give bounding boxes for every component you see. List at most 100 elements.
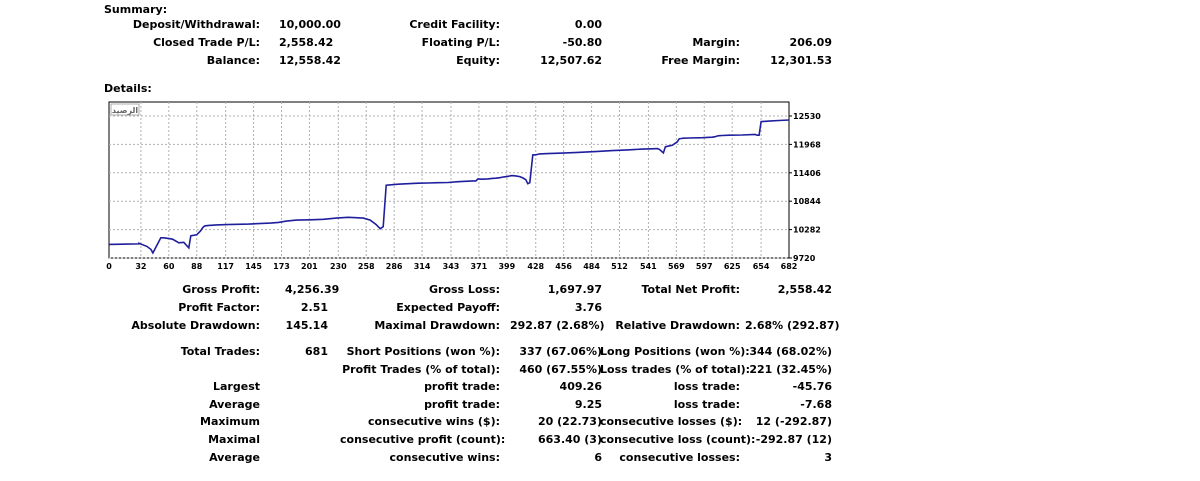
x-tick-label: 173 <box>273 262 290 271</box>
closed-pl-label: Closed Trade P/L: <box>153 36 260 49</box>
largest-profit-label: profit trade: <box>424 380 500 393</box>
x-tick-label: 597 <box>696 262 713 271</box>
average2-label: Average <box>209 451 260 464</box>
x-tick-label: 258 <box>358 262 375 271</box>
balance-value: 12,558.42 <box>279 54 341 67</box>
credit-value: 0.00 <box>574 18 602 31</box>
x-tick-label: 230 <box>330 262 347 271</box>
x-tick-label: 314 <box>414 262 431 271</box>
profit-factor-label: Profit Factor: <box>178 301 260 314</box>
average-loss-value: -7.68 <box>800 398 832 411</box>
free-margin-label: Free Margin: <box>661 54 740 67</box>
closed-pl-value: 2,558.42 <box>279 36 334 49</box>
y-tick-label: 11968 <box>793 140 821 149</box>
x-tick-label: 428 <box>527 262 544 271</box>
max-consec-losses-value: 12 (-292.87) <box>755 415 832 428</box>
chart-frame <box>108 101 790 259</box>
avg-consec-wins-label: consecutive wins: <box>389 451 500 464</box>
largest-loss-value: -45.76 <box>792 380 832 393</box>
chart-legend-box <box>110 103 140 116</box>
gross-loss-label: Gross Loss: <box>429 283 500 296</box>
profit-trades-value: 460 (67.55%) <box>519 363 602 376</box>
largest-label: Largest <box>213 380 260 393</box>
profit-trades-label: Profit Trades (% of total): <box>342 363 500 376</box>
margin-value: 206.09 <box>789 36 832 49</box>
avg-consec-losses-value: 3 <box>824 451 832 464</box>
y-tick-label: 10844 <box>793 197 821 206</box>
largest-profit-value: 409.26 <box>559 380 602 393</box>
x-tick-label: 88 <box>191 262 203 271</box>
total-trades-label: Total Trades: <box>180 345 260 358</box>
deposit-label: Deposit/Withdrawal: <box>132 18 260 31</box>
x-tick-label: 117 <box>217 262 234 271</box>
balance-label: Balance: <box>206 54 260 67</box>
x-tick-label: 399 <box>498 262 515 271</box>
maximal-loss-label: consecutive loss (count): <box>600 433 756 446</box>
rel-drawdown-value: 2.68% (292.87) <box>745 319 840 332</box>
max-drawdown-label: Maximal Drawdown: <box>374 319 500 332</box>
x-tick-label: 569 <box>668 262 685 271</box>
margin-label: Margin: <box>692 36 740 49</box>
maximal-profit-label: consecutive profit (count): <box>340 433 506 446</box>
maximal-label: Maximal <box>208 433 260 446</box>
average-profit-value: 9.25 <box>574 398 602 411</box>
x-tick-label: 512 <box>611 262 628 271</box>
floating-value: -50.80 <box>562 36 602 49</box>
x-tick-label: 343 <box>443 262 460 271</box>
max-consec-wins-value: 20 (22.73) <box>538 415 602 428</box>
equity-label: Equity: <box>456 54 500 67</box>
free-margin-value: 12,301.53 <box>770 54 832 67</box>
equity-value: 12,507.62 <box>540 54 602 67</box>
x-tick-label: 0 <box>106 262 112 271</box>
chart-legend-label: الرصيد <box>112 106 139 115</box>
loss-trades-value: 221 (32.45%) <box>749 363 832 376</box>
largest-loss-label: loss trade: <box>673 380 740 393</box>
max-consec-losses-label: consecutive losses ($): <box>600 415 743 428</box>
average-loss-label: loss trade: <box>673 398 740 411</box>
maximal-loss-value: -292.87 (12) <box>755 433 832 446</box>
y-tick-label: 10282 <box>793 226 821 235</box>
abs-drawdown-label: Absolute Drawdown: <box>131 319 260 332</box>
expected-payoff-value: 3.76 <box>574 301 602 314</box>
floating-label: Floating P/L: <box>421 36 500 49</box>
x-tick-label: 145 <box>245 262 262 271</box>
total-net-label: Total Net Profit: <box>641 283 741 296</box>
avg-consec-wins-value: 6 <box>594 451 602 464</box>
x-tick-label: 60 <box>163 262 175 271</box>
short-positions-value: 337 (67.06%) <box>519 345 602 358</box>
expected-payoff-label: Expected Payoff: <box>396 301 500 314</box>
x-tick-label: 484 <box>583 262 600 271</box>
y-tick-label: 11406 <box>793 169 821 178</box>
y-tick-label: 9720 <box>793 254 816 263</box>
total-trades-value: 681 <box>305 345 328 358</box>
long-positions-label: Long Positions (won %): <box>600 345 750 358</box>
avg-consec-losses-label: consecutive losses: <box>619 451 740 464</box>
average-profit-label: profit trade: <box>424 398 500 411</box>
x-tick-label: 654 <box>753 262 770 271</box>
profit-factor-value: 2.51 <box>300 301 328 314</box>
gross-loss-value: 1,697.97 <box>547 283 602 296</box>
x-tick-label: 371 <box>471 262 488 271</box>
x-tick-label: 541 <box>640 262 657 271</box>
deposit-value: 10,000.00 <box>279 18 341 31</box>
abs-drawdown-value: 145.14 <box>285 319 328 332</box>
maximum-label: Maximum <box>200 415 260 428</box>
details-heading: Details: <box>104 82 152 95</box>
y-tick-label: 12530 <box>793 112 821 121</box>
rel-drawdown-label: Relative Drawdown: <box>615 319 740 332</box>
gross-profit-label: Gross Profit: <box>182 283 260 296</box>
maximal-profit-value: 663.40 (3) <box>538 433 602 446</box>
long-positions-value: 344 (68.02%) <box>749 345 832 358</box>
credit-label: Credit Facility: <box>409 18 500 31</box>
x-tick-label: 682 <box>781 262 798 271</box>
max-consec-wins-label: consecutive wins ($): <box>367 415 500 428</box>
x-tick-label: 201 <box>301 262 318 271</box>
average-label: Average <box>209 398 260 411</box>
max-drawdown-value: 292.87 (2.68%) <box>510 319 605 332</box>
x-tick-label: 625 <box>724 262 741 271</box>
summary-heading: Summary: <box>104 3 168 16</box>
total-net-value: 2,558.42 <box>777 283 832 296</box>
x-tick-label: 32 <box>135 262 146 271</box>
loss-trades-label: Loss trades (% of total): <box>600 363 751 376</box>
